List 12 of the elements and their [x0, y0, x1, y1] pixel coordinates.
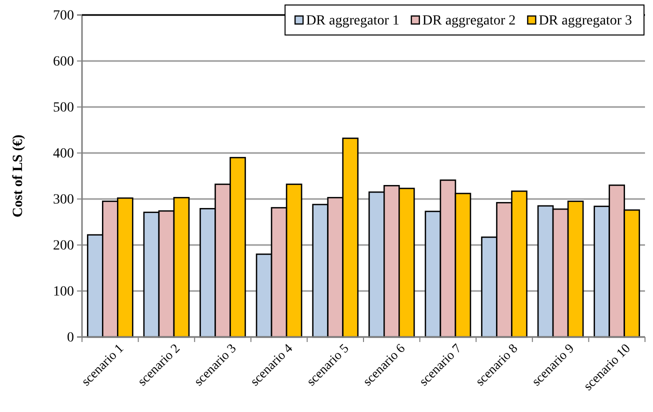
legend-label: DR aggregator 3 — [538, 14, 632, 28]
y-tick-label: 200 — [53, 238, 74, 254]
y-tick-label: 700 — [53, 8, 74, 24]
legend-label: DR aggregator 2 — [422, 14, 516, 28]
y-tick-label: 300 — [53, 192, 74, 208]
y-tick-label: 600 — [53, 54, 74, 70]
y-tick-label: 0 — [67, 330, 74, 346]
y-axis-title: Cost of LS (€) — [11, 134, 26, 218]
y-tick-label: 400 — [53, 146, 74, 162]
y-tick-label: 500 — [53, 100, 74, 116]
y-tick-label: 100 — [53, 284, 74, 300]
legend-label: DR aggregator 1 — [306, 14, 400, 28]
